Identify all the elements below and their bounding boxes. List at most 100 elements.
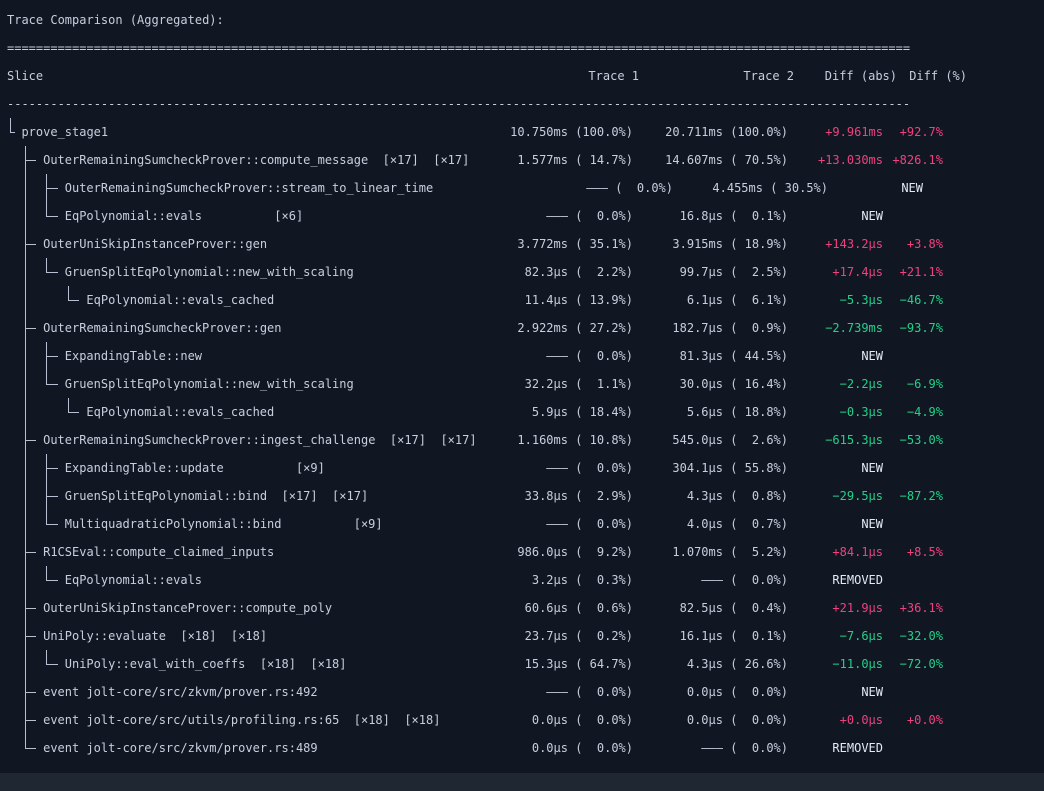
diff-abs-value: NEW (861, 517, 883, 531)
trace-row: EqPolynomial::evals 3.2µs ( 0.3%) ——— ( … (0, 566, 1044, 594)
diff-pct-value: −53.0% (899, 433, 943, 447)
trace2-value: 1.070ms ( 5.2%) (672, 545, 788, 559)
trace2-value: 20.711ms (100.0%) (665, 125, 788, 139)
slice-label: EqPolynomial::evals [×6] (64, 209, 304, 223)
tree-glyph (58, 342, 65, 370)
column-header-diff-pct: Diff (%) (909, 69, 967, 83)
tree-glyph (29, 454, 36, 482)
slice-cell: EqPolynomial::evals_cached (7, 398, 493, 426)
tree-glyph (7, 734, 14, 762)
tree-connector (7, 118, 21, 146)
diff-abs-value: −11.0µs (832, 657, 883, 671)
trace1-value: 1.577ms ( 14.7%) (517, 153, 633, 167)
trace2-value: 99.7µs ( 2.5%) (679, 265, 788, 279)
trace2-value: 0.0µs ( 0.0%) (686, 713, 788, 727)
tree-glyph (36, 678, 43, 706)
tree-glyph (58, 286, 65, 314)
diff-pct-value (883, 454, 943, 482)
slice-cell: OuterUniSkipInstanceProver::gen (7, 230, 493, 258)
tree-glyph (7, 202, 14, 230)
tree-glyph (21, 258, 28, 286)
trace-row: ExpandingTable::new ——— ( 0.0%) 81.3µs (… (0, 342, 1044, 370)
tree-glyph (14, 482, 21, 510)
trace-row: EqPolynomial::evals_cached 11.4µs ( 13.9… (0, 286, 1044, 314)
trace2-value: 4.3µs ( 0.8%) (686, 489, 788, 503)
tree-glyph (58, 650, 65, 678)
tree-connector (7, 286, 86, 314)
tree-glyph (7, 118, 15, 146)
tree-glyph (21, 342, 28, 370)
diff-abs-value: REMOVED (832, 741, 883, 755)
tree-glyph (50, 454, 58, 482)
trace1-value: 0.0µs ( 0.0%) (531, 741, 633, 755)
tree-glyph (7, 706, 14, 734)
tree-glyph (36, 258, 43, 286)
tree-glyph (28, 678, 37, 706)
slice-label: event jolt-core/src/zkvm/prover.rs:489 (43, 741, 318, 755)
slice-cell: EqPolynomial::evals [×6] (7, 202, 493, 230)
slice-cell: MultiquadraticPolynomial::bind [×9] (7, 510, 493, 538)
tree-glyph (29, 342, 36, 370)
slice-label: event jolt-core/src/utils/profiling.rs:6… (43, 713, 441, 727)
tree-glyph (14, 622, 21, 650)
trace-row: GruenSplitEqPolynomial::new_with_scaling… (0, 370, 1044, 398)
tree-glyph (14, 370, 21, 398)
trace1-value: ——— ( 0.0%) (546, 461, 633, 475)
tree-glyph (28, 706, 37, 734)
slice-cell: GruenSplitEqPolynomial::new_with_scaling (7, 258, 493, 286)
diff-pct-value (883, 510, 943, 538)
trace2-value: 30.0µs ( 16.4%) (679, 377, 788, 391)
tree-glyph (21, 650, 28, 678)
tree-glyph (58, 258, 65, 286)
tree-glyph (14, 286, 21, 314)
tree-glyph (14, 118, 21, 146)
diff-pct-value (883, 566, 943, 594)
tree-glyph (58, 370, 65, 398)
column-header-trace1: Trace 1 (588, 69, 639, 83)
tree-connector (7, 678, 43, 706)
separator-double: ========================================… (7, 41, 911, 55)
tree-glyph (21, 482, 28, 510)
tree-glyph (14, 510, 21, 538)
tree-glyph (29, 174, 36, 202)
slice-label: OuterRemainingSumcheckProver::stream_to_… (64, 181, 434, 195)
tree-glyph (14, 650, 21, 678)
tree-glyph (14, 566, 21, 594)
tree-glyph (29, 650, 36, 678)
diff-pct-value: +36.1% (899, 601, 943, 615)
trace-row: OuterRemainingSumcheckProver::gen 2.922m… (0, 314, 1044, 342)
tree-glyph (14, 230, 21, 258)
tree-glyph (36, 734, 43, 762)
trace-row: OuterUniSkipInstanceProver::gen 3.772ms … (0, 230, 1044, 258)
tree-glyph (7, 398, 14, 426)
tree-glyph (36, 146, 43, 174)
slice-cell: GruenSplitEqPolynomial::bind [×17] [×17] (7, 482, 493, 510)
tree-glyph (14, 454, 21, 482)
slice-label: GruenSplitEqPolynomial::new_with_scaling (64, 265, 354, 279)
slice-cell: OuterUniSkipInstanceProver::compute_poly (7, 594, 493, 622)
tree-glyph (36, 482, 43, 510)
tree-glyph (36, 594, 43, 622)
trace1-value: 15.3µs ( 64.7%) (524, 657, 633, 671)
separator-single: ----------------------------------------… (7, 97, 911, 111)
diff-pct-value: −87.2% (899, 489, 943, 503)
tree-glyph (21, 538, 30, 566)
trace-row: event jolt-core/src/utils/profiling.rs:6… (0, 706, 1044, 734)
trace1-value: 3.2µs ( 0.3%) (531, 573, 633, 587)
tree-glyph (29, 566, 36, 594)
bottom-bar (0, 773, 1044, 791)
slice-label: OuterRemainingSumcheckProver::gen (43, 321, 282, 335)
tree-glyph (29, 286, 36, 314)
tree-glyph (36, 202, 43, 230)
diff-pct-value (883, 734, 943, 762)
trace2-value: 81.3µs ( 44.5%) (679, 349, 788, 363)
tree-glyph (7, 650, 14, 678)
diff-pct-value (923, 174, 983, 202)
slice-label: OuterRemainingSumcheckProver::compute_me… (43, 153, 470, 167)
slice-label: R1CSEval::compute_claimed_inputs (43, 545, 275, 559)
tree-glyph (43, 482, 52, 510)
tree-glyph (29, 202, 36, 230)
tree-glyph (14, 538, 21, 566)
tree-glyph (21, 454, 28, 482)
trace1-value: ——— ( 0.0%) (546, 349, 633, 363)
